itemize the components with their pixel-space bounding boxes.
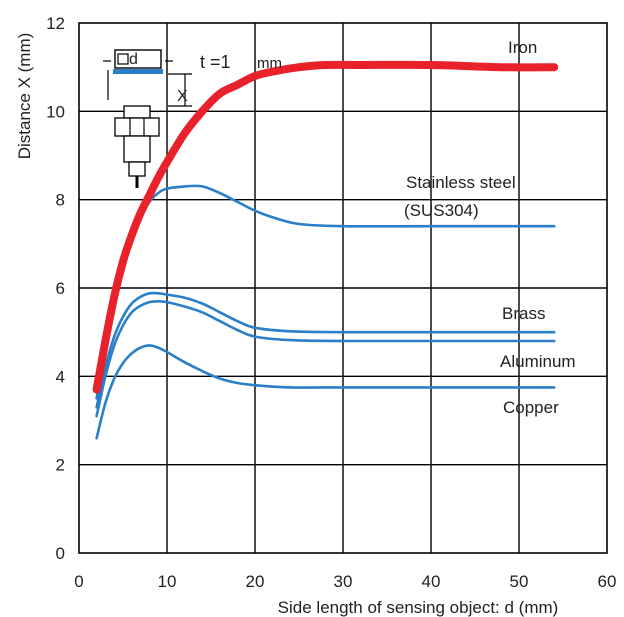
square-symbol-icon (117, 53, 129, 65)
y-tick-label: 0 (56, 544, 65, 563)
y-tick-label: 6 (56, 279, 65, 298)
x-tick-label: 30 (334, 572, 353, 591)
grid (79, 23, 607, 553)
series-labels: Iron Stainless steel (SUS304) Brass Alum… (404, 38, 576, 417)
sensor-nut (114, 117, 160, 137)
series-label-iron: Iron (508, 38, 537, 57)
plate-thickness-band (113, 69, 163, 74)
tick-labels: 0 10 20 30 40 50 60 0 2 4 6 8 10 12 (46, 14, 616, 591)
x-tick-label: 40 (422, 572, 441, 591)
x-tick-label: 50 (510, 572, 529, 591)
series-lines (92, 60, 559, 440)
series-label-stainless: Stainless steel (406, 173, 516, 192)
x-tick-label: 0 (74, 572, 83, 591)
y-tick-label: 2 (56, 456, 65, 475)
sensor-diagram: d X t =1 mm (103, 49, 282, 188)
y-tick-label: 10 (46, 102, 65, 121)
series-line-stainless-steel-sus304 (95, 184, 556, 400)
inset-d-label: d (129, 51, 138, 68)
sensor-body (123, 135, 151, 163)
sensor-tail (128, 161, 146, 177)
series-line-copper (95, 344, 556, 440)
x-tick-label: 60 (598, 572, 617, 591)
series-line-aluminum (95, 300, 556, 418)
inset-x-label: X (177, 88, 188, 105)
x-axis-label: Side length of sensing object: d (mm) (278, 598, 559, 617)
y-axis-label: Distance X (mm) (15, 33, 34, 160)
y-tick-label: 4 (56, 367, 65, 386)
thickness-unit: mm (257, 55, 282, 72)
series-line-iron (92, 60, 559, 394)
sensor-head (123, 105, 151, 119)
series-line-brass (95, 291, 556, 409)
sensing-object-plate (114, 49, 162, 69)
thickness-label: t =1 (200, 52, 231, 72)
series-label-brass: Brass (502, 304, 545, 323)
plot-frame (78, 22, 608, 554)
x-tick-label: 20 (246, 572, 265, 591)
x-tick-label: 10 (158, 572, 177, 591)
y-tick-label: 12 (46, 14, 65, 33)
y-tick-label: 8 (56, 191, 65, 210)
series-label-copper: Copper (503, 398, 559, 417)
series-label-sus304: (SUS304) (404, 201, 479, 220)
series-label-aluminum: Aluminum (500, 352, 576, 371)
